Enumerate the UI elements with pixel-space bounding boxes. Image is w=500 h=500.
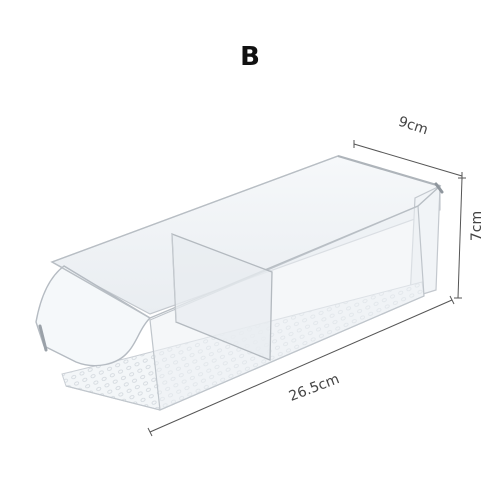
bin-front-scoop — [35, 265, 152, 367]
height-dimension-label: 7cm — [469, 210, 486, 242]
height-measure-line — [457, 177, 463, 299]
bin-top-rim — [50, 155, 442, 319]
measure-lines — [147, 140, 466, 437]
length-measure-line — [149, 299, 453, 433]
width-measure-line — [353, 143, 463, 177]
panel-label: B — [240, 42, 260, 72]
